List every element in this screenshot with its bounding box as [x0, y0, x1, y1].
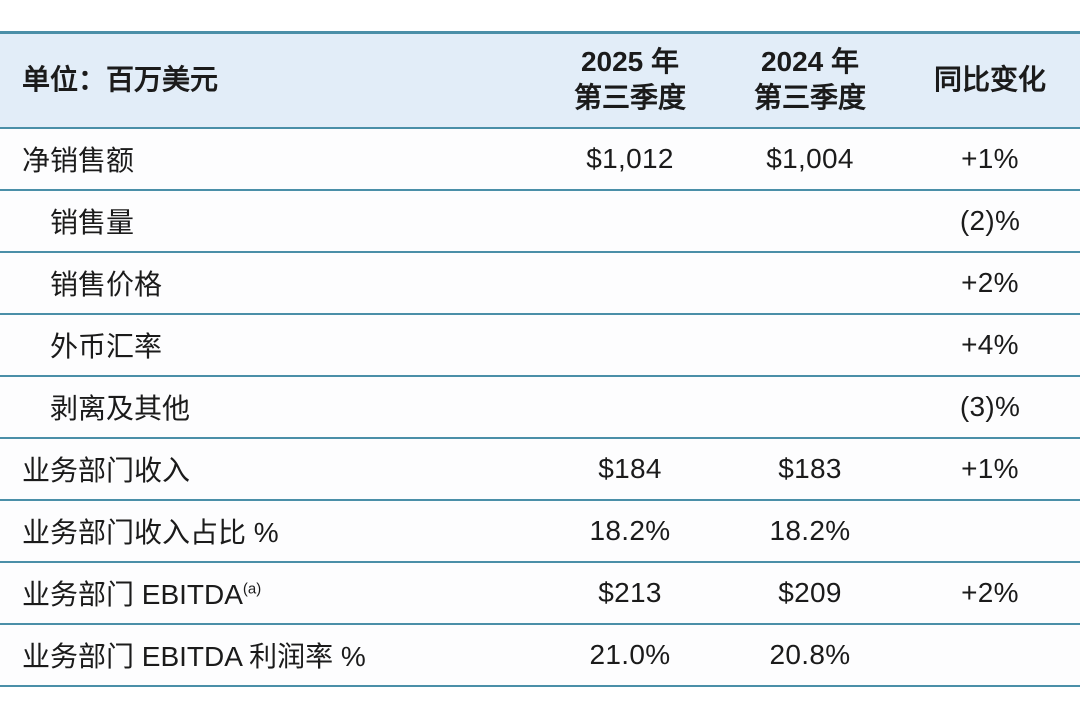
- table-row-net-sales: 净销售额 $1,012 $1,004 +1%: [0, 127, 1080, 191]
- row-label: 业务部门收入: [0, 437, 540, 501]
- cell-yoy: (2)%: [900, 189, 1080, 253]
- q3-2025-year: 2025 年: [580, 45, 680, 77]
- row-label-text: 业务部门收入: [22, 454, 191, 486]
- row-label-text: 外币汇率: [50, 330, 163, 362]
- row-label-text: 销售价格: [50, 268, 163, 300]
- cell-q3-2025: [540, 313, 720, 377]
- cell-q3-2024: $183: [720, 437, 900, 501]
- row-label: 业务部门 EBITDA 利润率 %: [0, 623, 540, 687]
- table-row-segment-ebitda: 业务部门 EBITDA(a) $213 $209 +2%: [0, 561, 1080, 625]
- row-label: 外币汇率: [0, 313, 540, 377]
- header-row: 单位：百万美元 2025 年 第三季度 2024 年 第三季度 同比变化: [0, 31, 1080, 129]
- cell-yoy: +2%: [900, 251, 1080, 315]
- row-label-text: 销售量: [50, 206, 135, 238]
- cell-yoy: (3)%: [900, 375, 1080, 439]
- row-label-text: 业务部门 EBITDA 利润率 %: [22, 640, 366, 672]
- cell-q3-2025: 18.2%: [540, 499, 720, 563]
- cell-yoy: +4%: [900, 313, 1080, 377]
- row-label: 销售价格: [0, 251, 540, 315]
- table-row-sales-volume: 销售量 (2)%: [0, 189, 1080, 253]
- row-label: 净销售额: [0, 127, 540, 191]
- cell-q3-2024: [720, 251, 900, 315]
- table-row-fx: 外币汇率 +4%: [0, 313, 1080, 377]
- footnote-marker-a: (a): [242, 580, 262, 598]
- cell-yoy: +2%: [900, 561, 1080, 625]
- cell-q3-2024: [720, 189, 900, 253]
- cell-q3-2024: $1,004: [720, 127, 900, 191]
- table-row-segment-income: 业务部门收入 $184 $183 +1%: [0, 437, 1080, 501]
- cell-yoy: [900, 499, 1080, 563]
- row-label: 业务部门 EBITDA(a): [0, 561, 540, 625]
- row-label-text: 剥离及其他: [50, 392, 191, 424]
- financial-results-table-container: 单位：百万美元 2025 年 第三季度 2024 年 第三季度 同比变化 净销售…: [0, 31, 1080, 687]
- cell-q3-2025: [540, 251, 720, 315]
- cell-q3-2024: [720, 313, 900, 377]
- cell-q3-2025: [540, 189, 720, 253]
- column-header-q3-2024: 2024 年 第三季度: [720, 31, 900, 129]
- row-label-text: 业务部门 EBITDA: [22, 578, 243, 610]
- table-row-segment-income-margin: 业务部门收入占比 % 18.2% 18.2%: [0, 499, 1080, 563]
- q3-2025-quarter: 第三季度: [573, 82, 686, 114]
- q3-2024-quarter: 第三季度: [753, 82, 866, 114]
- unit-header-label: 单位：百万美元: [22, 64, 219, 96]
- column-header-q3-2025: 2025 年 第三季度: [540, 31, 720, 129]
- yoy-header-label: 同比变化: [933, 64, 1046, 96]
- cell-yoy: [900, 623, 1080, 687]
- row-label: 业务部门收入占比 %: [0, 499, 540, 563]
- financial-results-table: 单位：百万美元 2025 年 第三季度 2024 年 第三季度 同比变化 净销售…: [0, 31, 1080, 687]
- cell-yoy: +1%: [900, 437, 1080, 501]
- row-label-text: 业务部门收入占比 %: [22, 516, 279, 548]
- cell-q3-2025: [540, 375, 720, 439]
- cell-q3-2025: $1,012: [540, 127, 720, 191]
- cell-q3-2025: $184: [540, 437, 720, 501]
- column-header-yoy-change: 同比变化: [900, 31, 1080, 129]
- cell-q3-2025: $213: [540, 561, 720, 625]
- cell-q3-2024: [720, 375, 900, 439]
- cell-q3-2024: 18.2%: [720, 499, 900, 563]
- cell-q3-2024: 20.8%: [720, 623, 900, 687]
- row-label: 剥离及其他: [0, 375, 540, 439]
- table-row-sales-price: 销售价格 +2%: [0, 251, 1080, 315]
- table-row-divestitures-other: 剥离及其他 (3)%: [0, 375, 1080, 439]
- unit-header: 单位：百万美元: [0, 31, 540, 129]
- cell-yoy: +1%: [900, 127, 1080, 191]
- cell-q3-2025: 21.0%: [540, 623, 720, 687]
- row-label-text: 净销售额: [22, 144, 135, 176]
- table-row-segment-ebitda-margin: 业务部门 EBITDA 利润率 % 21.0% 20.8%: [0, 623, 1080, 687]
- row-label: 销售量: [0, 189, 540, 253]
- q3-2024-year: 2024 年: [760, 45, 860, 77]
- cell-q3-2024: $209: [720, 561, 900, 625]
